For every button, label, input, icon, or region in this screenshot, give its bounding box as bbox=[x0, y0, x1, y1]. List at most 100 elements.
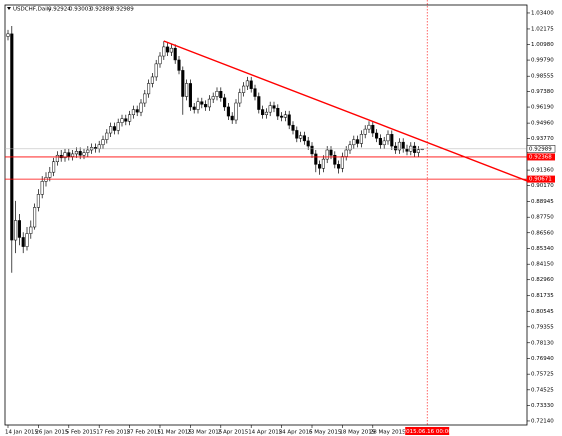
candle-body bbox=[52, 161, 56, 173]
x-tick-label: 6 May 2015 bbox=[309, 430, 342, 436]
candle-body bbox=[78, 151, 82, 156]
candle-body bbox=[348, 144, 352, 151]
candle-body bbox=[48, 171, 52, 178]
candle-body bbox=[416, 149, 420, 153]
x-tick-label: 23 Mar 2015 bbox=[187, 430, 222, 436]
cursor-box bbox=[405, 427, 450, 435]
candle-body bbox=[200, 101, 204, 105]
y-tick-label: 0.97380 bbox=[531, 89, 554, 95]
level-label: 0.90671 bbox=[529, 177, 552, 183]
header-value: 0.92924 bbox=[48, 7, 71, 13]
candle-body bbox=[33, 207, 37, 228]
x-tick-label: 2 Apr 2015 bbox=[218, 430, 249, 436]
y-tick-label: 1.03400 bbox=[531, 10, 554, 16]
candle-body bbox=[378, 138, 382, 146]
cursor-label: 2015.06.16 00:00 bbox=[403, 429, 453, 435]
x-tick-label: 14 Jan 2015 bbox=[5, 430, 38, 436]
candle-body bbox=[185, 83, 189, 97]
candle-body bbox=[394, 145, 398, 151]
candle-body bbox=[74, 151, 78, 155]
x-tick-label: 5 Feb 2015 bbox=[66, 430, 97, 436]
x-tick-label: 27 Feb 2015 bbox=[127, 430, 162, 436]
candle-body bbox=[112, 126, 116, 131]
y-tick-label: 0.73330 bbox=[531, 403, 554, 409]
candle-body bbox=[249, 80, 253, 89]
y-tick-label: 0.87750 bbox=[531, 215, 554, 221]
candle-body bbox=[306, 140, 310, 147]
header-icon bbox=[7, 7, 11, 10]
candle-body bbox=[207, 98, 211, 108]
candle-body bbox=[352, 139, 356, 146]
candle-body bbox=[261, 109, 265, 116]
candle-body bbox=[401, 141, 405, 149]
candle-body bbox=[223, 97, 227, 108]
candle-body bbox=[257, 96, 261, 110]
y-tick-label: 0.88945 bbox=[531, 199, 554, 205]
y-tick-label: 0.98555 bbox=[531, 74, 554, 80]
candle-body bbox=[124, 118, 128, 122]
candle-body bbox=[367, 124, 371, 130]
y-tick-label: 0.94960 bbox=[531, 121, 554, 127]
candle-body bbox=[268, 105, 272, 113]
candle-body bbox=[356, 139, 360, 144]
candle-body bbox=[344, 149, 348, 157]
candle-body bbox=[310, 145, 314, 155]
chart-title: USDCHF,Daily bbox=[13, 7, 52, 13]
candle-body bbox=[86, 149, 90, 153]
y-tick-label: 0.86560 bbox=[531, 230, 554, 236]
candle-body bbox=[101, 139, 105, 146]
candle-body bbox=[139, 102, 143, 113]
candle-body bbox=[211, 96, 215, 100]
y-tick-label: 0.78130 bbox=[531, 340, 554, 346]
candle-body bbox=[154, 63, 158, 78]
header-value: 0.92989 bbox=[111, 7, 134, 13]
y-tick-label: 0.84150 bbox=[531, 262, 554, 268]
header-value: 0.93003 bbox=[69, 7, 92, 13]
candle-body bbox=[14, 220, 18, 241]
candle-body bbox=[302, 135, 306, 142]
y-tick-label: 0.81735 bbox=[531, 293, 554, 299]
x-tick-label: 17 Feb 2015 bbox=[96, 430, 131, 436]
candle-body bbox=[147, 83, 151, 95]
candle-body bbox=[245, 80, 249, 87]
candle-body bbox=[280, 115, 284, 118]
candle-body bbox=[93, 147, 97, 149]
candle-body bbox=[230, 115, 234, 121]
candle-body bbox=[238, 92, 242, 104]
x-tick-label: 14 Apr 2015 bbox=[248, 430, 283, 436]
y-tick-label: 1.02175 bbox=[531, 26, 554, 32]
level-box bbox=[527, 153, 555, 161]
y-tick-label: 0.75725 bbox=[531, 372, 554, 378]
candle-body bbox=[131, 109, 135, 116]
x-tick-label: 24 Apr 2015 bbox=[279, 430, 314, 436]
candle-body bbox=[219, 91, 223, 99]
x-tick-label: 18 May 2015 bbox=[339, 430, 375, 436]
candle-body bbox=[188, 83, 192, 108]
candle-body bbox=[375, 132, 379, 139]
candle-body bbox=[135, 109, 139, 113]
y-tick-label: 1.00980 bbox=[531, 42, 554, 48]
candle-body bbox=[120, 118, 124, 123]
candle-body bbox=[169, 47, 173, 53]
candle-body bbox=[359, 134, 363, 144]
candle-body bbox=[272, 105, 276, 109]
candle-body bbox=[105, 132, 109, 140]
candle-body bbox=[291, 124, 295, 131]
candle-body bbox=[150, 76, 154, 84]
candle-body bbox=[109, 126, 113, 134]
level-box bbox=[527, 175, 555, 183]
y-tick-label: 0.80545 bbox=[531, 309, 554, 315]
price-box bbox=[526, 145, 556, 153]
candle-body bbox=[371, 124, 375, 134]
candle-body bbox=[82, 152, 86, 156]
candle-body bbox=[177, 59, 181, 71]
candle-body bbox=[192, 106, 196, 110]
candle-body bbox=[215, 91, 219, 97]
candle-body bbox=[55, 154, 59, 162]
candle-body bbox=[329, 149, 333, 156]
candle-body bbox=[340, 156, 344, 169]
x-tick-label: 28 May 2015 bbox=[370, 430, 406, 436]
candle-body bbox=[128, 114, 132, 122]
candle-body bbox=[363, 128, 367, 135]
